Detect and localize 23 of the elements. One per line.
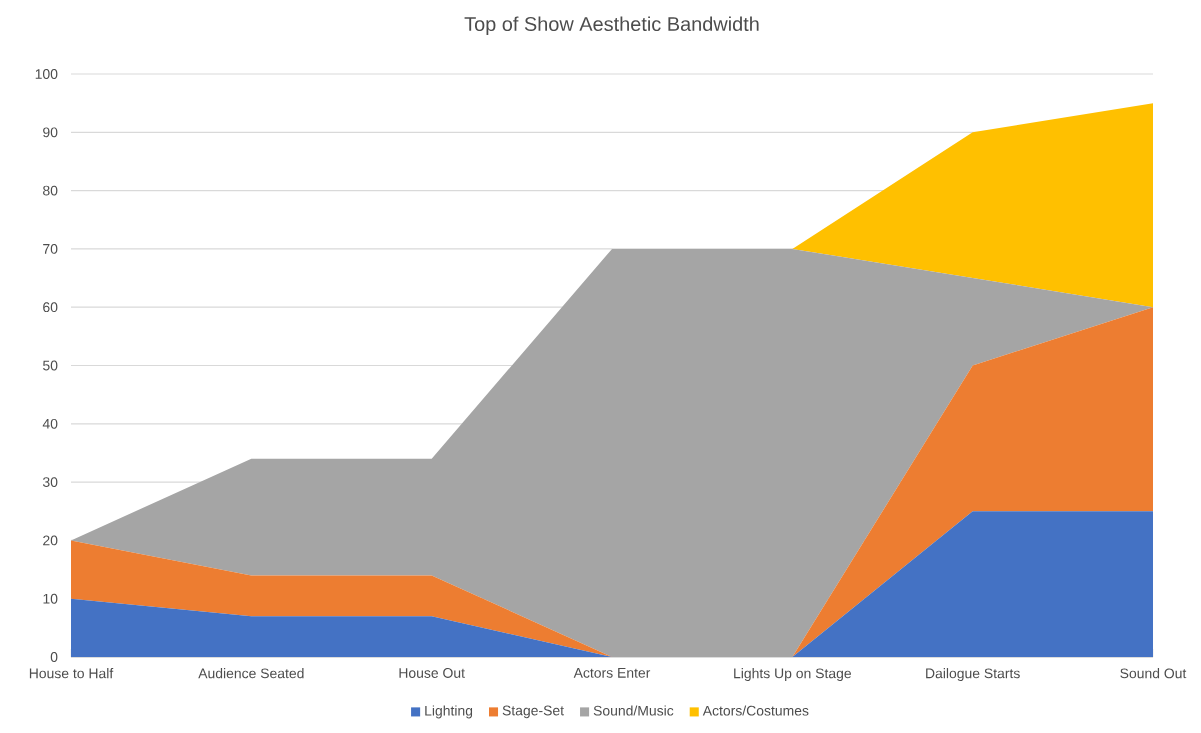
- y-tick-label: 0: [50, 652, 58, 662]
- y-tick-label: 30: [42, 477, 58, 488]
- y-tick-label: 70: [43, 243, 58, 254]
- y-tick-label: 20: [43, 535, 58, 546]
- x-tick-label: House Out: [399, 668, 465, 678]
- y-tick-label: 80: [43, 185, 58, 196]
- y-tick-label: 40: [42, 418, 58, 429]
- chart-title: Top of Show Aesthetic Bandwidth: [464, 16, 759, 35]
- x-tick-label: Lights Up on Stage: [734, 668, 851, 682]
- y-tick-label: 90: [43, 127, 58, 138]
- y-tick-label: 50: [43, 360, 58, 371]
- x-tick-label: House to Half: [29, 668, 114, 679]
- legend-label: Stage-Set: [502, 705, 564, 719]
- x-tick-label: Audience Seated: [198, 668, 304, 679]
- y-tick-label: 10: [43, 593, 58, 604]
- legend-label: Actors/Costumes: [702, 705, 809, 716]
- x-tick-label: Sound Out: [1120, 668, 1187, 679]
- legend-label: Lighting: [425, 705, 473, 719]
- x-tick-label: Actors Enter: [573, 668, 651, 678]
- y-tick-label: 100: [35, 69, 58, 79]
- x-tick-label: Dailogue Starts: [926, 668, 1020, 682]
- y-tick-label: 60: [43, 302, 58, 313]
- legend-label: Sound/Music: [593, 705, 674, 716]
